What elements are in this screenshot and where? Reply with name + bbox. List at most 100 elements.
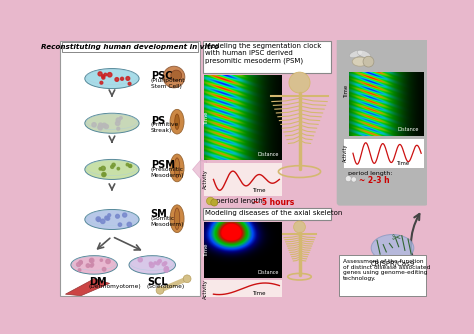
Circle shape xyxy=(104,73,107,76)
Circle shape xyxy=(351,177,356,182)
Circle shape xyxy=(79,261,82,264)
Circle shape xyxy=(207,197,214,205)
Ellipse shape xyxy=(85,113,139,133)
Circle shape xyxy=(102,123,107,128)
Circle shape xyxy=(110,165,114,168)
Circle shape xyxy=(100,81,103,84)
Circle shape xyxy=(154,262,156,264)
Text: (Primitive
Streak): (Primitive Streak) xyxy=(151,123,179,133)
Circle shape xyxy=(104,124,109,129)
Circle shape xyxy=(96,217,100,221)
Circle shape xyxy=(101,166,105,171)
Circle shape xyxy=(183,275,191,283)
Circle shape xyxy=(158,260,162,263)
Circle shape xyxy=(128,164,131,167)
Ellipse shape xyxy=(174,208,180,229)
Circle shape xyxy=(99,127,102,130)
Polygon shape xyxy=(65,279,109,296)
Text: Activity: Activity xyxy=(203,170,208,189)
Circle shape xyxy=(293,221,305,233)
Ellipse shape xyxy=(371,234,414,262)
Circle shape xyxy=(102,268,106,271)
Ellipse shape xyxy=(85,209,139,229)
Circle shape xyxy=(156,287,164,294)
Circle shape xyxy=(117,167,119,170)
Circle shape xyxy=(100,259,102,261)
Text: Time: Time xyxy=(252,291,265,296)
Circle shape xyxy=(116,214,119,218)
Text: Distance: Distance xyxy=(257,152,278,157)
Circle shape xyxy=(116,121,120,126)
Text: Time: Time xyxy=(344,84,348,97)
Text: SM: SM xyxy=(151,209,167,219)
FancyBboxPatch shape xyxy=(344,139,423,168)
Circle shape xyxy=(90,258,94,263)
Circle shape xyxy=(79,261,82,264)
Circle shape xyxy=(149,262,152,265)
Text: PS: PS xyxy=(151,116,165,126)
Circle shape xyxy=(138,258,142,262)
Circle shape xyxy=(105,216,109,220)
Text: Assessment of the function
of distinct disease associated
genes using genome-edi: Assessment of the function of distinct d… xyxy=(343,259,430,281)
Ellipse shape xyxy=(349,50,363,58)
FancyBboxPatch shape xyxy=(202,41,330,73)
Circle shape xyxy=(86,264,90,268)
Text: ✂: ✂ xyxy=(392,233,401,243)
Circle shape xyxy=(150,263,154,268)
Text: ~ 2-3 h: ~ 2-3 h xyxy=(359,176,390,185)
Text: (Sclerotome): (Sclerotome) xyxy=(147,284,185,289)
Ellipse shape xyxy=(85,68,139,89)
Circle shape xyxy=(129,165,132,167)
Circle shape xyxy=(90,265,93,267)
Ellipse shape xyxy=(174,158,180,178)
Circle shape xyxy=(98,125,102,129)
Text: CRISPR/Cas9: CRISPR/Cas9 xyxy=(370,261,415,267)
Circle shape xyxy=(100,219,105,223)
Ellipse shape xyxy=(170,109,184,134)
Ellipse shape xyxy=(71,256,118,274)
Ellipse shape xyxy=(352,57,368,66)
Circle shape xyxy=(108,214,110,216)
Circle shape xyxy=(103,173,106,176)
Circle shape xyxy=(164,262,167,264)
Circle shape xyxy=(120,77,124,80)
Circle shape xyxy=(345,176,351,182)
FancyArrow shape xyxy=(192,159,207,180)
Circle shape xyxy=(158,260,160,263)
Ellipse shape xyxy=(170,154,184,182)
Circle shape xyxy=(156,262,159,265)
Text: period length:: period length: xyxy=(216,198,267,204)
Text: Modeling the segmentation clock
with human iPSC derived
presomitic mesoderm (PSM: Modeling the segmentation clock with hum… xyxy=(205,43,321,64)
Ellipse shape xyxy=(357,50,371,58)
Text: SCL: SCL xyxy=(147,277,167,287)
Circle shape xyxy=(77,263,81,267)
Circle shape xyxy=(126,163,129,166)
Circle shape xyxy=(123,213,127,217)
FancyBboxPatch shape xyxy=(202,208,330,220)
Circle shape xyxy=(289,72,310,93)
Text: (Pluripotent
Stem Cell): (Pluripotent Stem Cell) xyxy=(151,78,185,89)
Text: period length:: period length: xyxy=(348,171,392,176)
FancyBboxPatch shape xyxy=(339,255,426,297)
Circle shape xyxy=(164,268,169,272)
FancyBboxPatch shape xyxy=(337,38,428,206)
Circle shape xyxy=(119,117,122,119)
Circle shape xyxy=(78,269,81,271)
Text: Time: Time xyxy=(252,188,265,193)
Circle shape xyxy=(112,163,115,166)
FancyBboxPatch shape xyxy=(60,41,200,297)
Circle shape xyxy=(162,263,166,266)
Circle shape xyxy=(363,56,374,67)
Circle shape xyxy=(91,263,94,266)
Ellipse shape xyxy=(170,205,184,232)
Circle shape xyxy=(108,72,112,77)
Text: PSM: PSM xyxy=(151,160,174,170)
Circle shape xyxy=(128,82,131,85)
Text: Activity: Activity xyxy=(343,144,348,162)
Text: DM: DM xyxy=(89,277,106,287)
Text: Time: Time xyxy=(204,243,209,257)
Circle shape xyxy=(90,259,92,262)
Circle shape xyxy=(164,267,168,271)
Text: Activity: Activity xyxy=(203,279,208,299)
Circle shape xyxy=(116,118,120,122)
